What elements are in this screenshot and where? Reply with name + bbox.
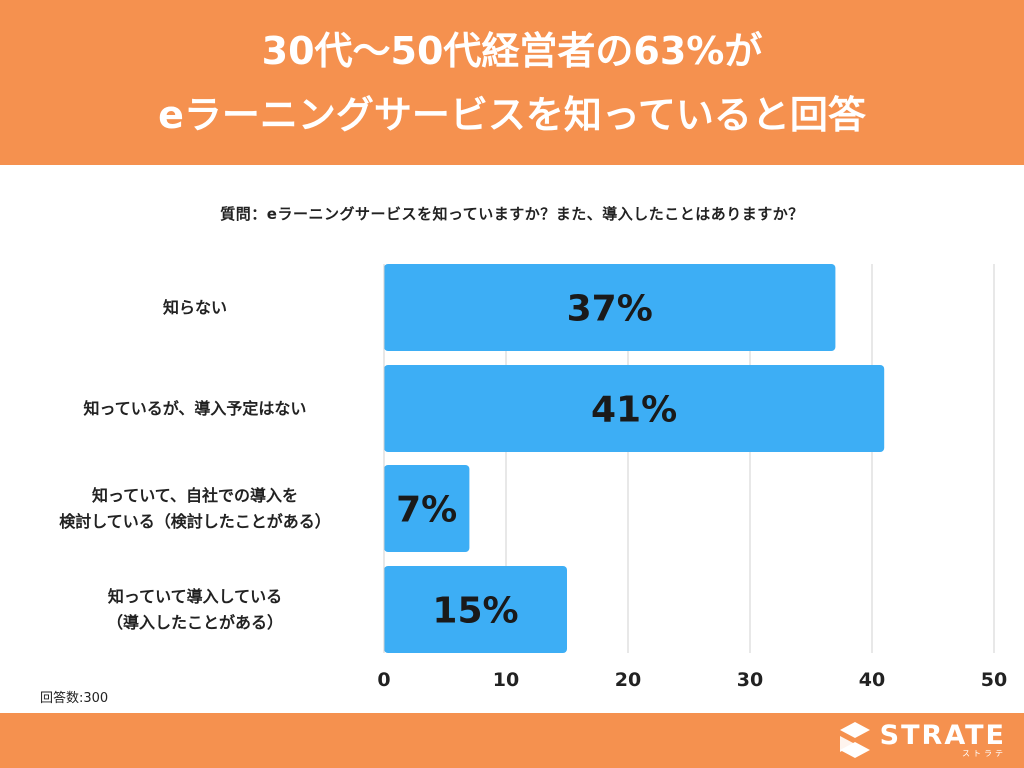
bar-value-label: 41% — [591, 390, 677, 431]
bar — [384, 264, 836, 351]
page-title-line-2: eラーニングサービスを知っていると回答 — [158, 92, 866, 137]
brand-logo: STRATE ストラテ — [836, 717, 1006, 763]
bar-value-label: 15% — [432, 591, 518, 632]
x-tick-label: 0 — [377, 669, 390, 691]
bar — [384, 465, 470, 552]
x-tick-label: 40 — [859, 669, 885, 691]
category-label-line: 知らない — [162, 297, 227, 317]
strate-logo-icon — [839, 722, 870, 758]
x-tick-label: 30 — [737, 669, 763, 691]
sample-size: 回答数:300 — [40, 691, 109, 706]
category-label-line: 知っていて、自社での導入を — [92, 485, 298, 505]
category-label: 知っていて、自社での導入を検討している（検討したことがある） — [20, 465, 370, 552]
category-label-line: 知っているが、導入予定はない — [83, 398, 307, 418]
footer-bar — [0, 713, 1024, 768]
brand-name: STRATE — [879, 720, 1006, 751]
x-tick-label: 10 — [493, 669, 519, 691]
bar-value-label: 7% — [396, 490, 457, 531]
category-label-line: 検討している（検討したことがある） — [59, 511, 331, 531]
category-label: 知っているが、導入予定はない — [20, 365, 370, 452]
header-banner: 30代〜50代経営者の63%が eラーニングサービスを知っていると回答 — [0, 0, 1024, 165]
x-tick-label: 50 — [981, 669, 1007, 691]
page-title-line-1: 30代〜50代経営者の63%が — [261, 28, 763, 73]
category-label: 知らない — [20, 264, 370, 351]
bar — [384, 566, 567, 653]
category-label: 知っていて導入している （導入したことがある） — [20, 566, 370, 653]
brand-subtitle: ストラテ — [962, 749, 1006, 758]
category-label-line: （導入したことがある） — [106, 612, 283, 632]
bar-value-label: 37% — [567, 289, 653, 330]
category-label-line: 知っていて導入している — [107, 586, 283, 606]
survey-question: 質問：eラーニングサービスを知っていますか？また、導入したことはありますか？ — [220, 205, 804, 223]
x-tick-label: 20 — [615, 669, 641, 691]
bar — [384, 365, 885, 452]
